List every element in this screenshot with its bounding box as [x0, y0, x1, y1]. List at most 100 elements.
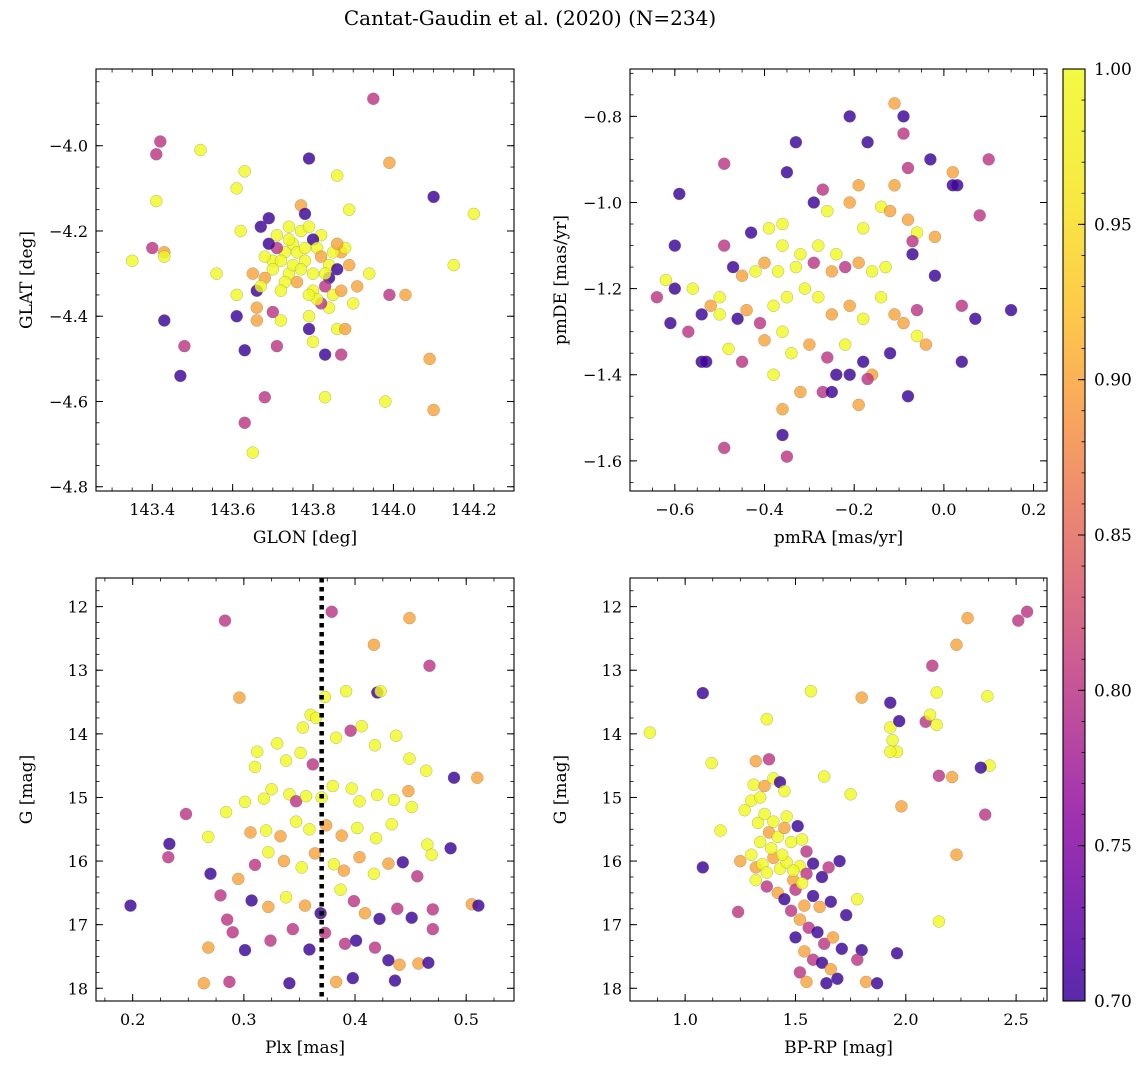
data-point — [981, 690, 994, 703]
data-point — [266, 305, 279, 319]
colorbar-tick-label: 0.95 — [1094, 215, 1132, 235]
data-point — [339, 322, 352, 336]
data-point — [906, 234, 919, 248]
data-point — [299, 790, 313, 803]
data-point — [265, 783, 278, 796]
data-point — [803, 338, 816, 351]
data-point — [795, 877, 809, 890]
data-point — [825, 265, 838, 278]
y-tick-label: 12 — [68, 598, 88, 617]
data-point — [969, 312, 982, 325]
points-plx-g — [124, 578, 485, 1001]
data-point — [928, 230, 942, 244]
data-point — [444, 842, 457, 855]
data-point — [257, 792, 271, 805]
data-point — [930, 718, 943, 732]
data-point — [861, 135, 874, 149]
data-point — [447, 771, 461, 784]
data-point — [776, 239, 789, 252]
colorbar-tick-label: 0.85 — [1094, 526, 1132, 546]
data-point — [425, 848, 438, 861]
data-point — [754, 835, 767, 849]
axes-frame — [629, 577, 1048, 1002]
data-point — [306, 758, 319, 771]
data-point — [886, 734, 899, 747]
data-point — [778, 893, 791, 906]
data-point — [347, 297, 360, 310]
data-point — [158, 314, 171, 327]
colorbar-tick-label: 0.80 — [1094, 681, 1132, 701]
y-tick-label: 17 — [602, 916, 622, 935]
data-point — [298, 899, 312, 912]
data-point — [270, 339, 284, 353]
x-tick-label: 2.5 — [1003, 1010, 1028, 1029]
data-point — [371, 788, 384, 802]
data-point — [745, 848, 758, 861]
data-point — [1004, 303, 1018, 317]
data-point — [283, 977, 296, 990]
data-point — [926, 659, 939, 672]
data-point — [308, 847, 322, 860]
data-point — [784, 904, 798, 917]
data-point — [806, 857, 820, 870]
data-point — [700, 355, 713, 368]
data-point — [274, 254, 288, 267]
data-point — [883, 204, 897, 218]
x-tick-label: 0.2 — [120, 1010, 145, 1029]
data-point — [214, 889, 227, 902]
data-point — [210, 267, 223, 280]
data-point — [388, 974, 402, 987]
data-point — [331, 237, 344, 251]
axes-frame — [95, 68, 515, 492]
data-point — [831, 972, 844, 985]
data-point — [262, 211, 275, 225]
data-point — [423, 352, 436, 366]
data-point — [234, 224, 247, 238]
data-point — [344, 724, 357, 737]
data-point — [158, 250, 171, 263]
x-axis-label: BP-RP [mag] — [784, 1038, 893, 1058]
data-point — [843, 368, 856, 381]
data-point — [767, 368, 780, 381]
y-tick-label: −4.8 — [49, 478, 88, 497]
data-point — [339, 685, 353, 698]
data-point — [218, 614, 232, 627]
data-point — [318, 690, 332, 704]
data-point — [664, 316, 677, 330]
data-point — [843, 196, 856, 209]
data-point — [250, 314, 263, 327]
y-tick-label: 14 — [602, 725, 622, 744]
data-point — [248, 760, 262, 774]
data-point — [331, 169, 344, 182]
data-point — [298, 207, 312, 221]
data-point — [974, 761, 987, 774]
x-tick-label: −0.2 — [835, 500, 874, 519]
y-tick-label: 18 — [602, 979, 622, 998]
data-point — [282, 220, 296, 233]
y-axis-label: GLAT [deg] — [17, 231, 37, 329]
data-point — [248, 858, 262, 872]
data-point — [758, 256, 771, 269]
data-point — [343, 203, 356, 216]
data-point — [818, 937, 831, 950]
data-point — [760, 713, 773, 726]
points-pm — [650, 97, 1018, 463]
data-point — [787, 864, 800, 877]
data-point — [888, 308, 901, 321]
y-tick-label: 16 — [602, 852, 622, 871]
data-point — [946, 166, 959, 179]
data-point — [279, 891, 293, 904]
data-point — [420, 764, 433, 777]
data-point — [982, 153, 995, 166]
data-point — [254, 280, 267, 293]
data-point — [174, 369, 187, 383]
data-point — [296, 721, 309, 734]
data-point — [264, 934, 277, 947]
data-point — [901, 213, 915, 226]
data-point — [767, 815, 780, 828]
data-point — [754, 791, 767, 804]
data-point — [713, 308, 726, 321]
data-point — [403, 752, 416, 765]
y-tick-label: 16 — [68, 852, 88, 871]
